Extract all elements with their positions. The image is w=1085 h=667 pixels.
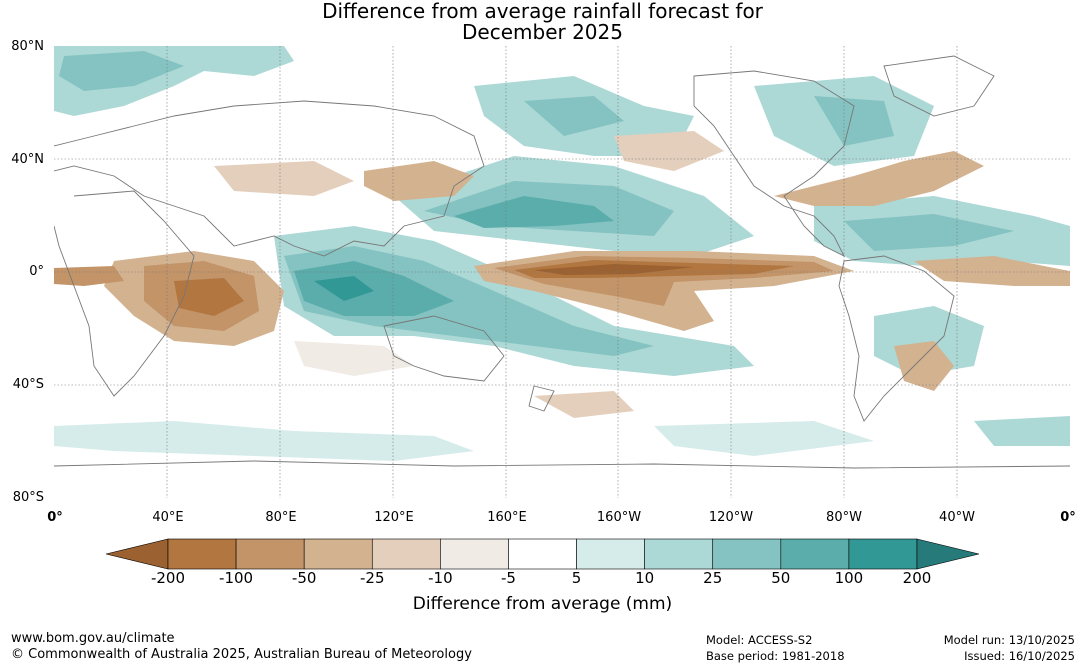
rainfall-anomaly-map [54,46,1070,498]
lon-label-0-east: 0° [1060,510,1076,525]
footer-copyright: © Commonwealth of Australia 2025, Austra… [11,647,472,662]
lon-label-160w: 160°W [596,510,642,525]
colorbar-tick-label: -200 [150,569,186,587]
equatorial-pacific-dry-anomaly [474,251,854,331]
lat-label-80s: 80°S [12,490,44,505]
colorbar-extension-low [105,538,169,570]
colorbar-extension-high [916,538,980,570]
colorbar-cell [371,538,441,570]
colorbar-label: Difference from average (mm) [412,594,673,614]
footer-model-run: Model run: 13/10/2025 [943,633,1075,647]
chart-title-line-1: Difference from average rainfall forecas… [322,0,763,23]
colorbar-cell [848,538,918,570]
other-dry-anomalies [214,131,1070,418]
lon-label-40w: 40°W [939,510,975,525]
colorbar-tick-label: 25 [703,569,723,587]
graticule [54,46,1070,498]
southern-ocean-wet-anomaly [54,416,1070,461]
lat-label-80n: 80°N [11,39,44,54]
colorbar-cell [712,538,782,570]
colorbar-tick-label: -25 [360,569,385,587]
maritime-continent-wet-anomaly [274,226,754,376]
indian-ocean-dry-anomaly [54,251,284,346]
colorbar-cell [235,538,305,570]
colorbar-cell [780,538,850,570]
lon-label-80e: 80°E [265,510,297,525]
footer-issued: Issued: 16/10/2025 [964,649,1075,663]
lon-label-80w: 80°W [826,510,862,525]
chart-title-line-2: December 2025 [462,20,623,44]
lon-label-120w: 120°W [708,510,754,525]
lat-label-40n: 40°N [11,152,44,167]
lon-label-120e: 120°E [374,510,414,525]
colorbar-tick-label: 50 [771,569,791,587]
lat-label-0: 0° [29,264,44,279]
lon-label-160e: 160°E [487,510,527,525]
colorbar-tick-label: -5 [500,569,516,587]
lon-label-0-west: 0° [47,510,63,525]
colorbar-tick-label: 100 [834,569,864,587]
footer-model: Model: ACCESS-S2 [706,633,813,647]
colorbar [105,538,980,570]
lat-label-40s: 40°S [12,377,44,392]
lon-label-40e: 40°E [152,510,184,525]
colorbar-cell [440,538,509,570]
colorbar-tick-label: 5 [571,569,582,587]
footer-url[interactable]: www.bom.gov.au/climate [11,631,175,646]
north-pacific-wet-anomaly [394,156,754,256]
colorbar-tick-label: 10 [635,569,655,587]
colorbar-tick-label: -50 [291,569,317,587]
colorbar-tick-label: -10 [428,569,453,587]
colorbar-cell [508,538,577,570]
colorbar-cell [576,538,645,570]
colorbar-cell [303,538,373,570]
coastlines [54,55,1070,469]
colorbar-cell [167,538,237,570]
footer-base-period: Base period: 1981-2018 [706,649,845,663]
colorbar-cell [644,538,714,570]
colorbar-tick-label: -100 [219,569,254,587]
colorbar-tick-label: 200 [902,569,932,587]
